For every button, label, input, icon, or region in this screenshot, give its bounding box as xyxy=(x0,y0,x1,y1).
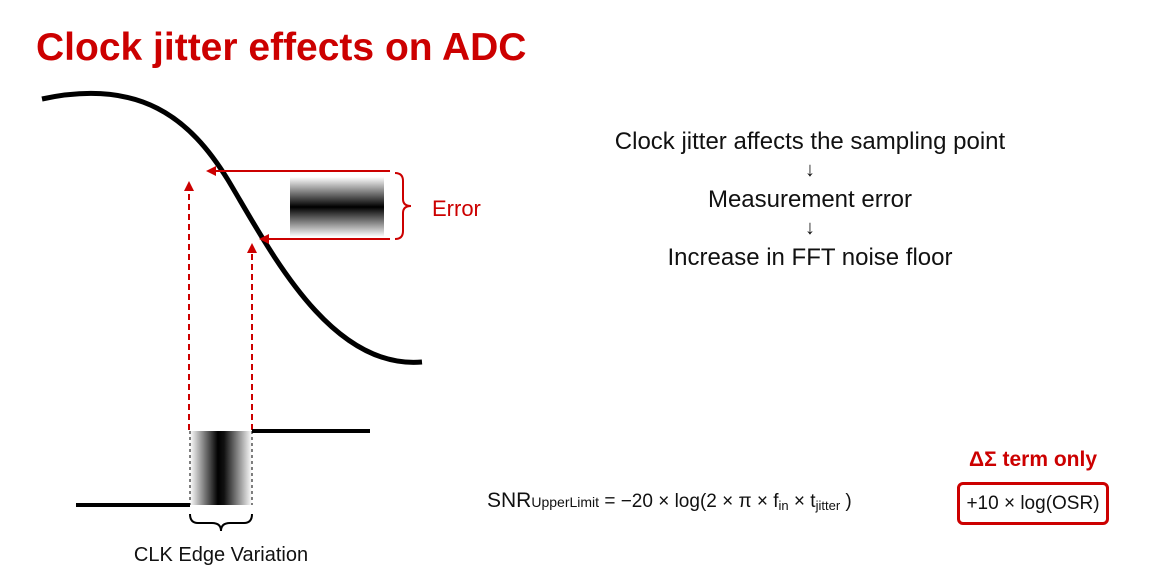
error-brace xyxy=(394,172,412,240)
flow-arrow-1: ↓ xyxy=(805,159,815,181)
formula-part-1: = −20 × log(2 × π × f xyxy=(599,491,779,512)
clock-edge-variation xyxy=(190,431,252,505)
clk-brace xyxy=(189,513,253,532)
jitter-diagram: Error CLK Edge Variation xyxy=(41,90,481,566)
formula-part-3: ) xyxy=(840,491,852,512)
flow-step-1: Clock jitter affects the sampling point xyxy=(614,128,1006,155)
signal-curve xyxy=(41,90,423,365)
snr-formula: SNRUpperLimit = −20 × log(2 × π × fin × … xyxy=(487,489,852,513)
error-label: Error xyxy=(432,196,481,221)
osr-term-box: +10 × log(OSR) xyxy=(957,482,1109,525)
formula-snr-subscript: UpperLimit xyxy=(531,494,600,510)
effect-chain: Clock jitter affects the sampling point … xyxy=(560,126,1060,273)
flow-arrow-2: ↓ xyxy=(805,217,815,239)
clk-edge-label: CLK Edge Variation xyxy=(134,544,308,566)
delta-sigma-label: ΔΣ term only xyxy=(968,448,1098,471)
error-band xyxy=(290,177,384,237)
formula-part-2: × t xyxy=(788,491,816,512)
flow-step-2: Measurement error xyxy=(707,186,913,213)
formula-t-subscript: jitter xyxy=(815,498,841,513)
flow-step-3: Increase in FFT noise floor xyxy=(667,244,953,271)
clock-waveform xyxy=(76,429,370,507)
slide-title: Clock jitter effects on ADC xyxy=(36,26,527,69)
formula-f-subscript: in xyxy=(778,498,789,513)
osr-term: +10 × log(OSR) xyxy=(966,492,1100,514)
formula-snr: SNR xyxy=(487,489,532,512)
